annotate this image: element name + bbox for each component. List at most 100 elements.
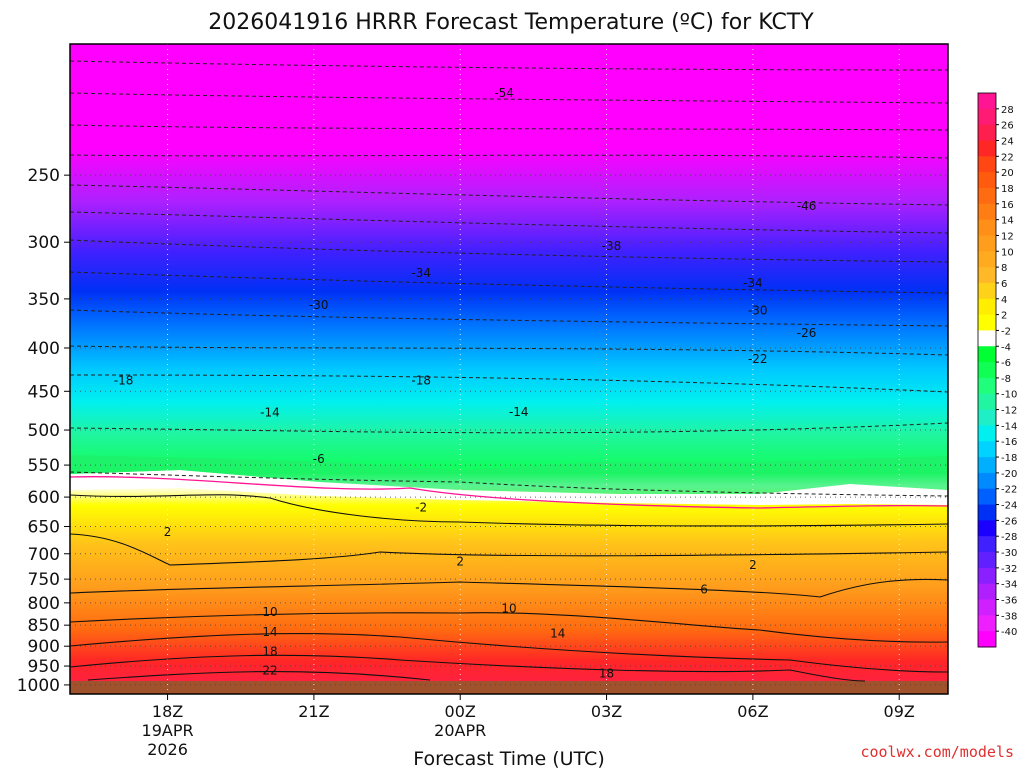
colorbar-label: 10 xyxy=(1001,247,1014,258)
y-tick-label: 400 xyxy=(28,339,60,359)
y-tick-label: 450 xyxy=(28,382,60,402)
colorbar-swatch xyxy=(978,187,996,205)
colorbar-label: 8 xyxy=(1001,263,1007,274)
colorbar-swatch xyxy=(978,108,996,126)
colorbar-label: -26 xyxy=(1001,516,1017,527)
colorbar-swatch xyxy=(978,346,996,363)
colorbar-swatch xyxy=(978,536,996,553)
x-tick-label: 19APR xyxy=(142,721,194,740)
colorbar-swatch xyxy=(978,140,996,157)
contour-line xyxy=(69,309,949,327)
contour-label: -38 xyxy=(602,239,622,253)
colorbar-label: -34 xyxy=(1001,580,1017,591)
contour-line xyxy=(87,671,431,681)
y-tick-label: 550 xyxy=(28,456,60,476)
colorbar-swatch xyxy=(978,235,996,252)
colorbar-label: -36 xyxy=(1001,596,1017,607)
x-tick-label: 06Z xyxy=(737,702,768,721)
colorbar-label: -4 xyxy=(1001,342,1011,353)
colorbar-label: 14 xyxy=(1001,216,1014,227)
x-tick-label: 21Z xyxy=(298,702,329,721)
colorbar-label: 20 xyxy=(1001,168,1014,179)
colorbar-label: -22 xyxy=(1001,485,1017,496)
contour-line xyxy=(69,533,949,566)
contour-label: -30 xyxy=(309,298,329,312)
colorbar-label: 26 xyxy=(1001,121,1014,132)
colorbar-label: -14 xyxy=(1001,421,1017,432)
contours xyxy=(69,60,949,682)
contour-label: -26 xyxy=(797,326,817,340)
contour-label: 2 xyxy=(164,525,172,539)
colorbar-swatch xyxy=(978,599,996,616)
colorbar-swatch xyxy=(978,425,996,442)
contour-label: -14 xyxy=(509,405,529,419)
colorbar-label: -38 xyxy=(1001,611,1017,622)
colorbar-label: 24 xyxy=(1001,136,1014,147)
colorbar-swatch xyxy=(978,552,996,569)
colorbar-swatch xyxy=(978,267,996,284)
colorbar-label: -32 xyxy=(1001,564,1017,575)
x-tick-label: 18Z xyxy=(152,702,183,721)
contour-label: -34 xyxy=(411,266,431,280)
y-tick-label: 350 xyxy=(28,290,60,310)
colorbar-label: 6 xyxy=(1001,279,1007,290)
contour-label: 10 xyxy=(262,605,277,619)
plot-frame xyxy=(69,43,949,695)
colorbar-label: -28 xyxy=(1001,532,1017,543)
colorbar-swatch xyxy=(978,393,996,411)
y-tick-label: 900 xyxy=(28,637,60,657)
colorbar-label: 12 xyxy=(1001,231,1014,242)
contour-line xyxy=(69,184,949,206)
freezing-layer-band xyxy=(70,470,948,505)
plot-area: -54-46-38-34-34-30 -30-26-22-18 -18-14 -14-… xyxy=(69,43,949,695)
colorbar-label: -24 xyxy=(1001,501,1017,512)
contour-line xyxy=(69,92,949,104)
contour-label: 22 xyxy=(262,664,277,678)
colorbar-label: -10 xyxy=(1001,390,1017,401)
x-tick-label: 00Z xyxy=(445,702,476,721)
y-tick-label: 700 xyxy=(28,545,60,565)
grid xyxy=(70,44,948,694)
colorbar-swatch xyxy=(978,156,996,173)
colorbar-swatch xyxy=(978,441,996,458)
contour-label: -18 xyxy=(114,374,134,388)
chart-title: 2026041916 HRRR Forecast Temperature (ºC… xyxy=(208,10,814,35)
contour-line xyxy=(69,612,949,643)
colorbar-frame xyxy=(977,92,997,648)
colorbar-label: 16 xyxy=(1001,200,1014,211)
colorbar-swatch xyxy=(978,457,996,474)
colorbar-swatch xyxy=(978,298,996,316)
y-tick-label: 500 xyxy=(28,421,60,441)
contour-label: -34 xyxy=(743,276,763,290)
contour-line xyxy=(69,654,866,682)
contour-line xyxy=(69,494,949,527)
contour-label: 14 xyxy=(262,625,277,639)
ground-surface xyxy=(70,681,948,694)
contour-label: -2 xyxy=(415,500,427,514)
contour-label: 2 xyxy=(749,558,757,572)
y-tick-label: 250 xyxy=(28,166,60,186)
contour-label: 6 xyxy=(700,582,708,596)
colorbar-swatch xyxy=(978,203,996,221)
x-tick-label: 03Z xyxy=(591,702,622,721)
colorbar-label: -12 xyxy=(1001,406,1017,417)
colorbar-label: 4 xyxy=(1001,295,1007,306)
contour-line xyxy=(69,239,949,263)
contour-line xyxy=(69,422,949,434)
contour-label: -30 xyxy=(748,303,768,317)
contour-line xyxy=(69,374,949,393)
colorbar-swatch xyxy=(978,124,996,141)
contour-line xyxy=(69,124,949,131)
colorbar-swatch xyxy=(978,362,996,379)
contour-label: -46 xyxy=(797,199,817,213)
colorbar-label: -18 xyxy=(1001,453,1017,464)
y-tick-label: 800 xyxy=(28,594,60,614)
contour-line xyxy=(69,578,949,598)
contour-label: 18 xyxy=(262,644,277,658)
contour-label: -14 xyxy=(260,406,280,420)
contour-line xyxy=(69,211,949,234)
colorbar-swatch xyxy=(978,409,996,426)
colorbar-label: 22 xyxy=(1001,152,1014,163)
y-tick-label: 300 xyxy=(28,233,60,253)
